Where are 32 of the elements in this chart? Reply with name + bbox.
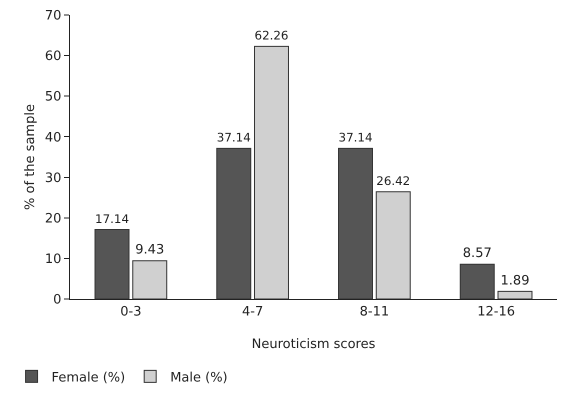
data-label: 37.14 xyxy=(338,130,372,145)
y-tick-label: 60 xyxy=(44,49,62,64)
x-tick-label: 4-7 xyxy=(242,304,264,320)
y-axis-title: % of the sample xyxy=(23,104,38,210)
bar xyxy=(254,46,289,299)
y-tick-label: 40 xyxy=(44,130,62,146)
data-label: 1.89 xyxy=(500,273,530,288)
data-label: 17.14 xyxy=(95,212,129,226)
data-label: 9.43 xyxy=(135,242,164,258)
y-tick-label: 50 xyxy=(44,90,62,105)
x-tick-label: 0-3 xyxy=(120,304,142,320)
data-label: 26.42 xyxy=(376,174,410,188)
y-tick-label: 20 xyxy=(44,211,62,226)
legend-label: Female (%) xyxy=(52,370,126,386)
bar xyxy=(460,264,495,299)
bar xyxy=(498,290,532,299)
data-label: 62.26 xyxy=(254,28,288,43)
x-axis-title: Neuroticism scores xyxy=(252,337,376,352)
y-tick-label: 70 xyxy=(44,8,62,24)
data-label: 8.57 xyxy=(462,246,492,262)
y-tick-label: 30 xyxy=(44,170,62,186)
legend-label: Male (%) xyxy=(170,370,228,386)
bar xyxy=(376,191,411,299)
y-tick-label: 0 xyxy=(53,292,62,308)
y-tick-label: 10 xyxy=(44,252,62,267)
x-tick-label: 8-11 xyxy=(360,304,390,320)
bar xyxy=(132,260,168,299)
bar xyxy=(94,228,130,299)
bar xyxy=(216,148,252,299)
data-label: 37.14 xyxy=(216,130,251,145)
x-tick-label: 12-16 xyxy=(477,304,516,320)
bar xyxy=(338,148,373,299)
